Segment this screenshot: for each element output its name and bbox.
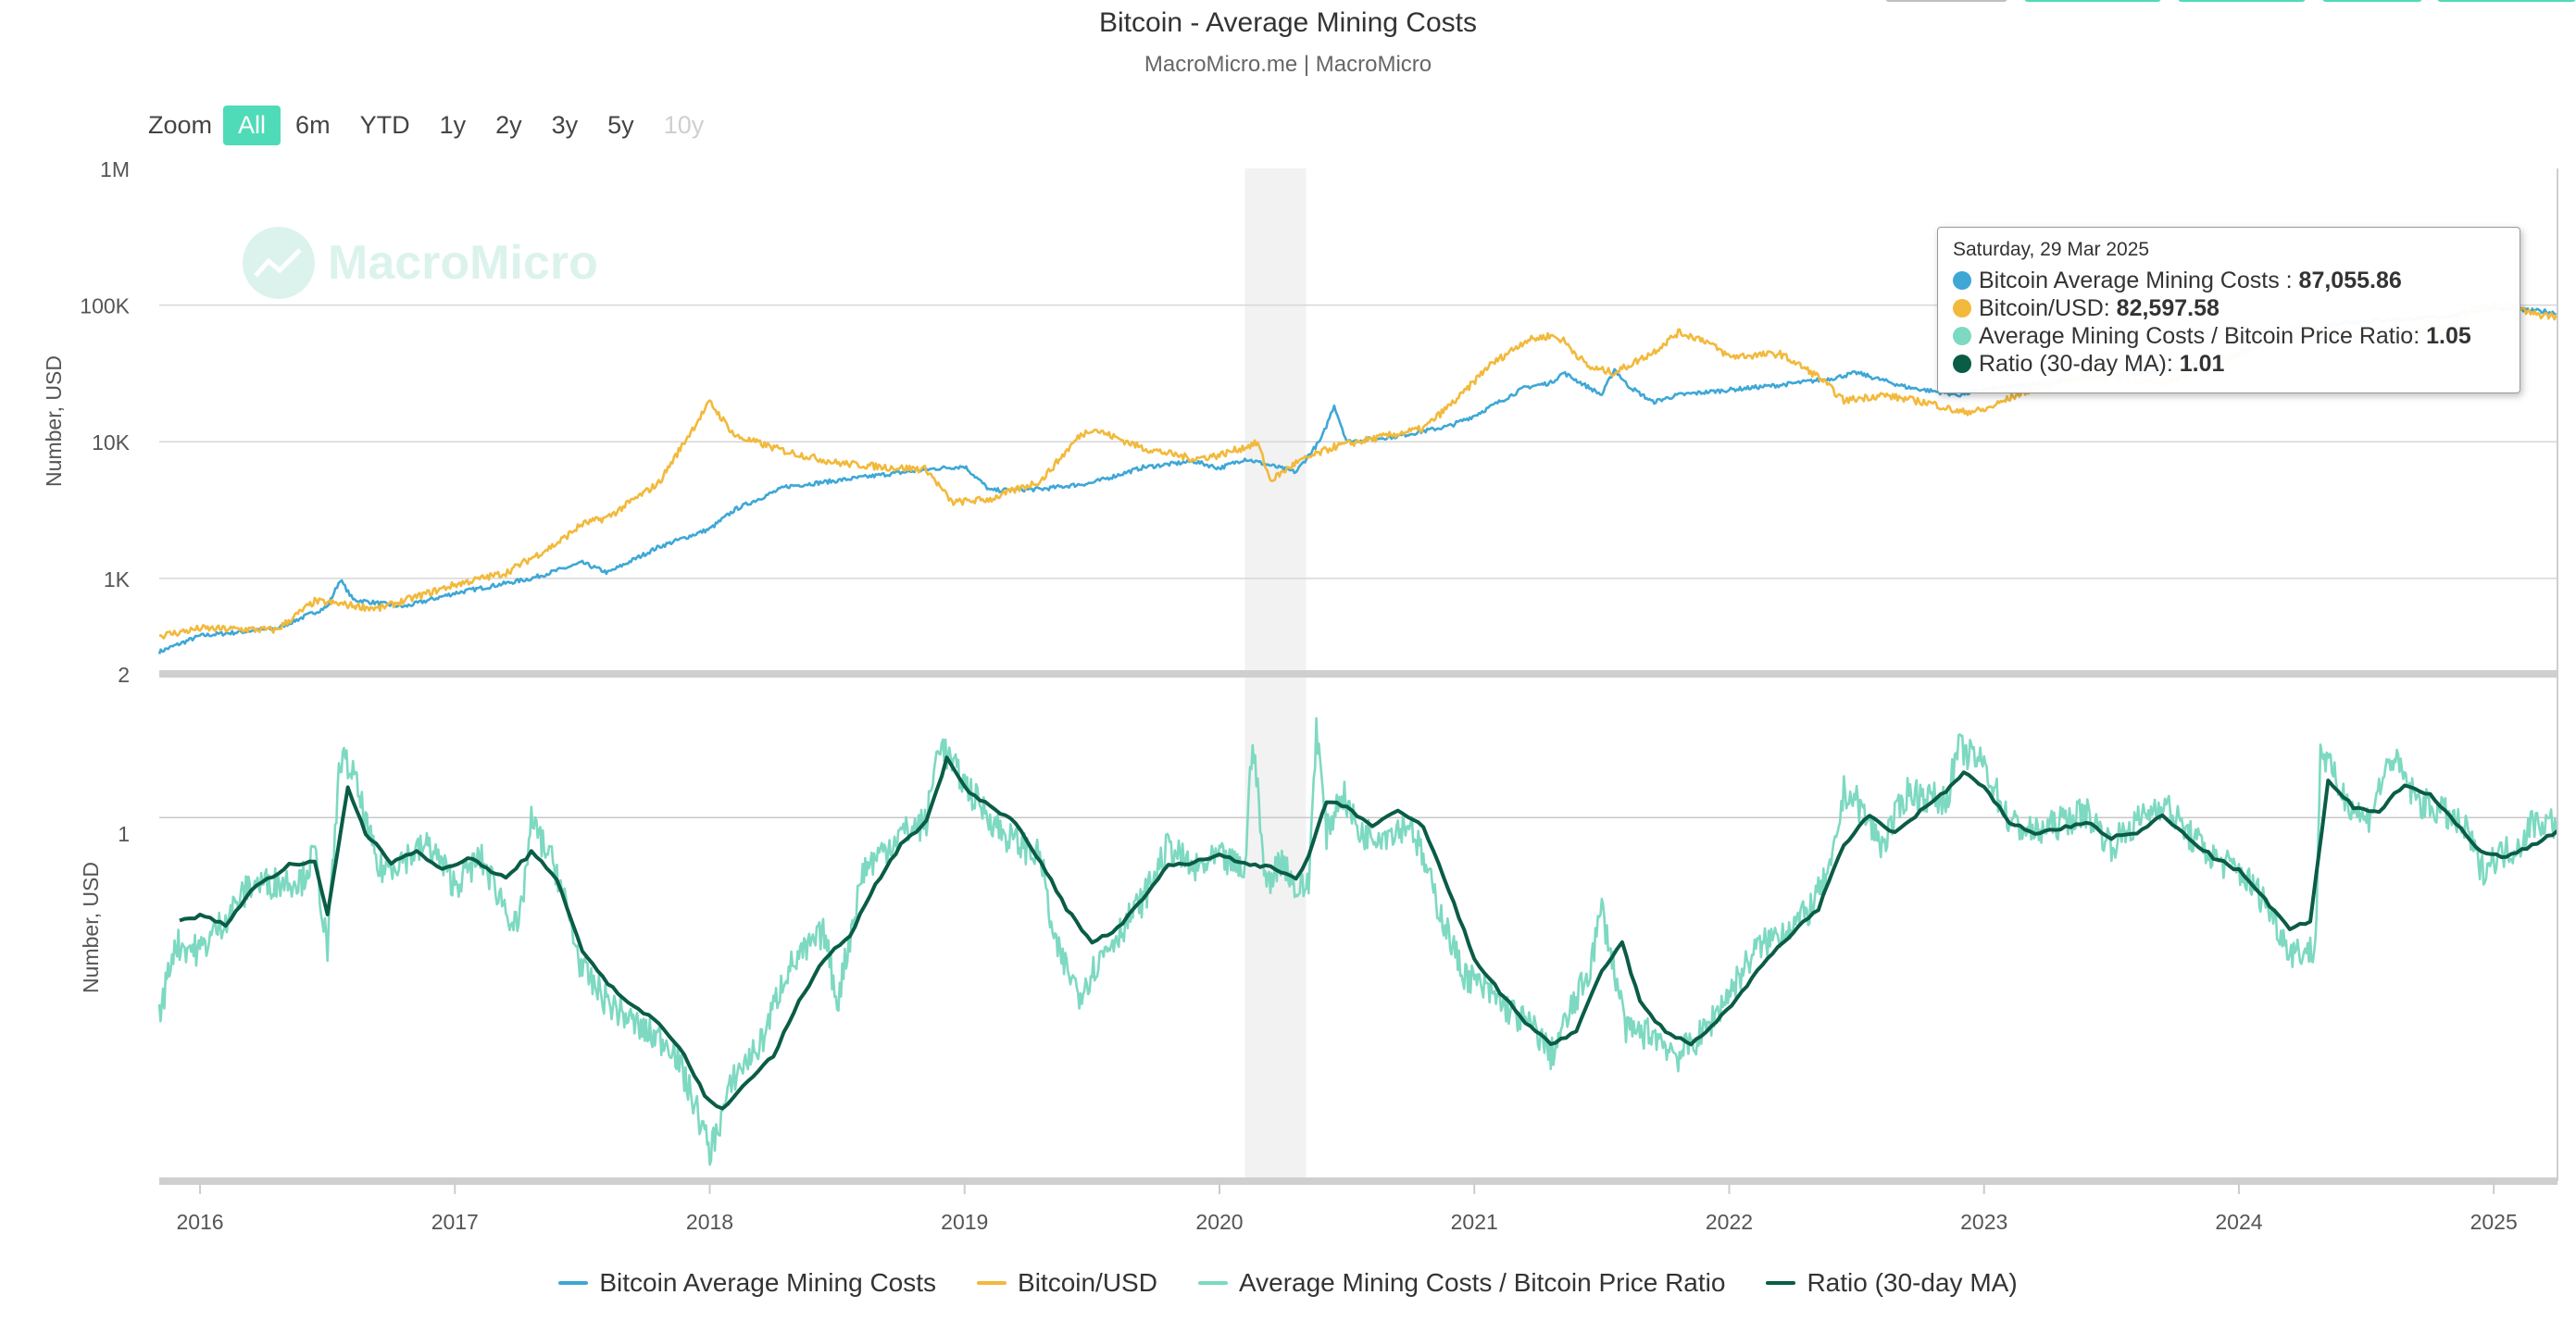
legend-label: Bitcoin Average Mining Costs bbox=[599, 1268, 937, 1297]
y-tick-label: 1K bbox=[104, 567, 131, 592]
legend-item-ratio-ma[interactable]: Ratio (30-day MA) bbox=[1766, 1268, 2018, 1298]
legend-item-mining-cost[interactable]: Bitcoin Average Mining Costs bbox=[558, 1268, 936, 1298]
tooltip-label: Average Mining Costs / Bitcoin Price Rat… bbox=[1979, 323, 2427, 349]
series-dot-icon bbox=[1953, 271, 1971, 290]
x-tick-label: 2024 bbox=[2215, 1210, 2262, 1234]
tooltip-label: Ratio (30-day MA): bbox=[1979, 351, 2180, 377]
zoom-button-all[interactable]: All bbox=[223, 106, 281, 145]
tooltip-row-mining-cost: Bitcoin Average Mining Costs : 87,055.86 bbox=[1953, 267, 2505, 294]
legend-label: Average Mining Costs / Bitcoin Price Rat… bbox=[1238, 1268, 1726, 1297]
series-dot-icon bbox=[1953, 327, 1971, 345]
legend: Bitcoin Average Mining Costs Bitcoin/USD… bbox=[0, 1268, 2576, 1298]
x-tick-label: 2025 bbox=[2470, 1210, 2518, 1234]
average-mining-costs-bitcoin-price-ratio-line bbox=[157, 716, 2559, 1166]
legend-swatch bbox=[1197, 1281, 1228, 1285]
series-dot-icon bbox=[1953, 355, 1971, 373]
legend-label: Ratio (30-day MA) bbox=[1807, 1268, 2018, 1297]
toolbar-tab-4[interactable] bbox=[2322, 0, 2422, 2]
legend-label: Bitcoin/USD bbox=[1018, 1268, 1157, 1297]
toolbar-tab-5[interactable] bbox=[2437, 0, 2576, 2]
x-tick-label: 2017 bbox=[431, 1210, 479, 1234]
toolbar-tab-3[interactable] bbox=[2178, 0, 2306, 2]
zoom-button-2y[interactable]: 2y bbox=[495, 111, 522, 139]
toolbar-tab-1[interactable] bbox=[1885, 0, 2007, 2]
legend-swatch bbox=[1766, 1281, 1796, 1285]
x-tick-label: 2019 bbox=[941, 1210, 988, 1234]
zoom-label: Zoom bbox=[148, 111, 213, 139]
tooltip-date: Saturday, 29 Mar 2025 bbox=[1953, 239, 2150, 260]
x-tick-label: 2022 bbox=[1706, 1210, 1753, 1234]
tooltip-value: 1.01 bbox=[2179, 351, 2225, 377]
tooltip-value: 1.05 bbox=[2426, 323, 2471, 349]
chart-subtitle: MacroMicro.me | MacroMicro bbox=[1144, 52, 1432, 77]
series-dot-icon bbox=[1953, 299, 1971, 318]
tooltip-label: Bitcoin Average Mining Costs : bbox=[1979, 268, 2299, 293]
tooltip-value: 82,597.58 bbox=[2116, 295, 2220, 321]
x-tick-label: 2018 bbox=[686, 1210, 733, 1234]
y-tick-label: 100K bbox=[80, 294, 130, 318]
tooltip-row-btc-usd: Bitcoin/USD: 82,597.58 bbox=[1953, 294, 2505, 322]
tooltip-label: Bitcoin/USD: bbox=[1979, 295, 2117, 321]
y-tick-label: 1 bbox=[118, 822, 130, 846]
legend-swatch bbox=[558, 1281, 589, 1285]
legend-swatch bbox=[977, 1281, 1007, 1285]
zoom-button-6m[interactable]: 6m bbox=[295, 111, 331, 139]
chart-title: Bitcoin - Average Mining Costs bbox=[1099, 7, 1477, 38]
legend-item-btc-usd[interactable]: Bitcoin/USD bbox=[977, 1268, 1157, 1298]
x-tick-label: 2016 bbox=[176, 1210, 223, 1234]
tooltip-value: 87,055.86 bbox=[2298, 268, 2402, 293]
zoom-bar: Zoom All 6m YTD 1y 2y 3y 5y 10y bbox=[148, 106, 719, 145]
x-tick-label: 2020 bbox=[1195, 1210, 1243, 1234]
zoom-button-3y[interactable]: 3y bbox=[551, 111, 579, 139]
y-tick-label: 10K bbox=[92, 430, 131, 455]
zoom-button-5y[interactable]: 5y bbox=[607, 111, 634, 139]
legend-item-ratio[interactable]: Average Mining Costs / Bitcoin Price Rat… bbox=[1197, 1268, 1726, 1298]
x-axis-line bbox=[159, 1177, 2557, 1185]
tooltip: Saturday, 29 Mar 2025 Bitcoin Average Mi… bbox=[1937, 227, 2520, 393]
toolbar-tab-2[interactable] bbox=[2024, 0, 2161, 2]
y-tick-label: 2 bbox=[118, 663, 130, 687]
x-tick-label: 2021 bbox=[1451, 1210, 1498, 1234]
ratio-30-day-ma-line bbox=[179, 755, 2559, 1111]
tooltip-row-ratio-ma: Ratio (30-day MA): 1.01 bbox=[1953, 350, 2505, 378]
y-axis-label: Number, USD bbox=[42, 355, 66, 487]
zoom-button-ytd[interactable]: YTD bbox=[359, 111, 410, 139]
chart-line-icon bbox=[243, 227, 315, 299]
watermark-text: MacroMicro bbox=[328, 236, 598, 290]
y-tick-label: 1M bbox=[100, 157, 130, 181]
panel-divider bbox=[159, 670, 2557, 678]
y-axis-label: Number, USD bbox=[79, 862, 103, 993]
tooltip-row-ratio: Average Mining Costs / Bitcoin Price Rat… bbox=[1953, 322, 2505, 350]
watermark: MacroMicro bbox=[243, 227, 598, 299]
x-tick-label: 2023 bbox=[1960, 1210, 2007, 1234]
zoom-button-1y[interactable]: 1y bbox=[439, 111, 467, 139]
zoom-button-10y[interactable]: 10y bbox=[663, 111, 705, 139]
